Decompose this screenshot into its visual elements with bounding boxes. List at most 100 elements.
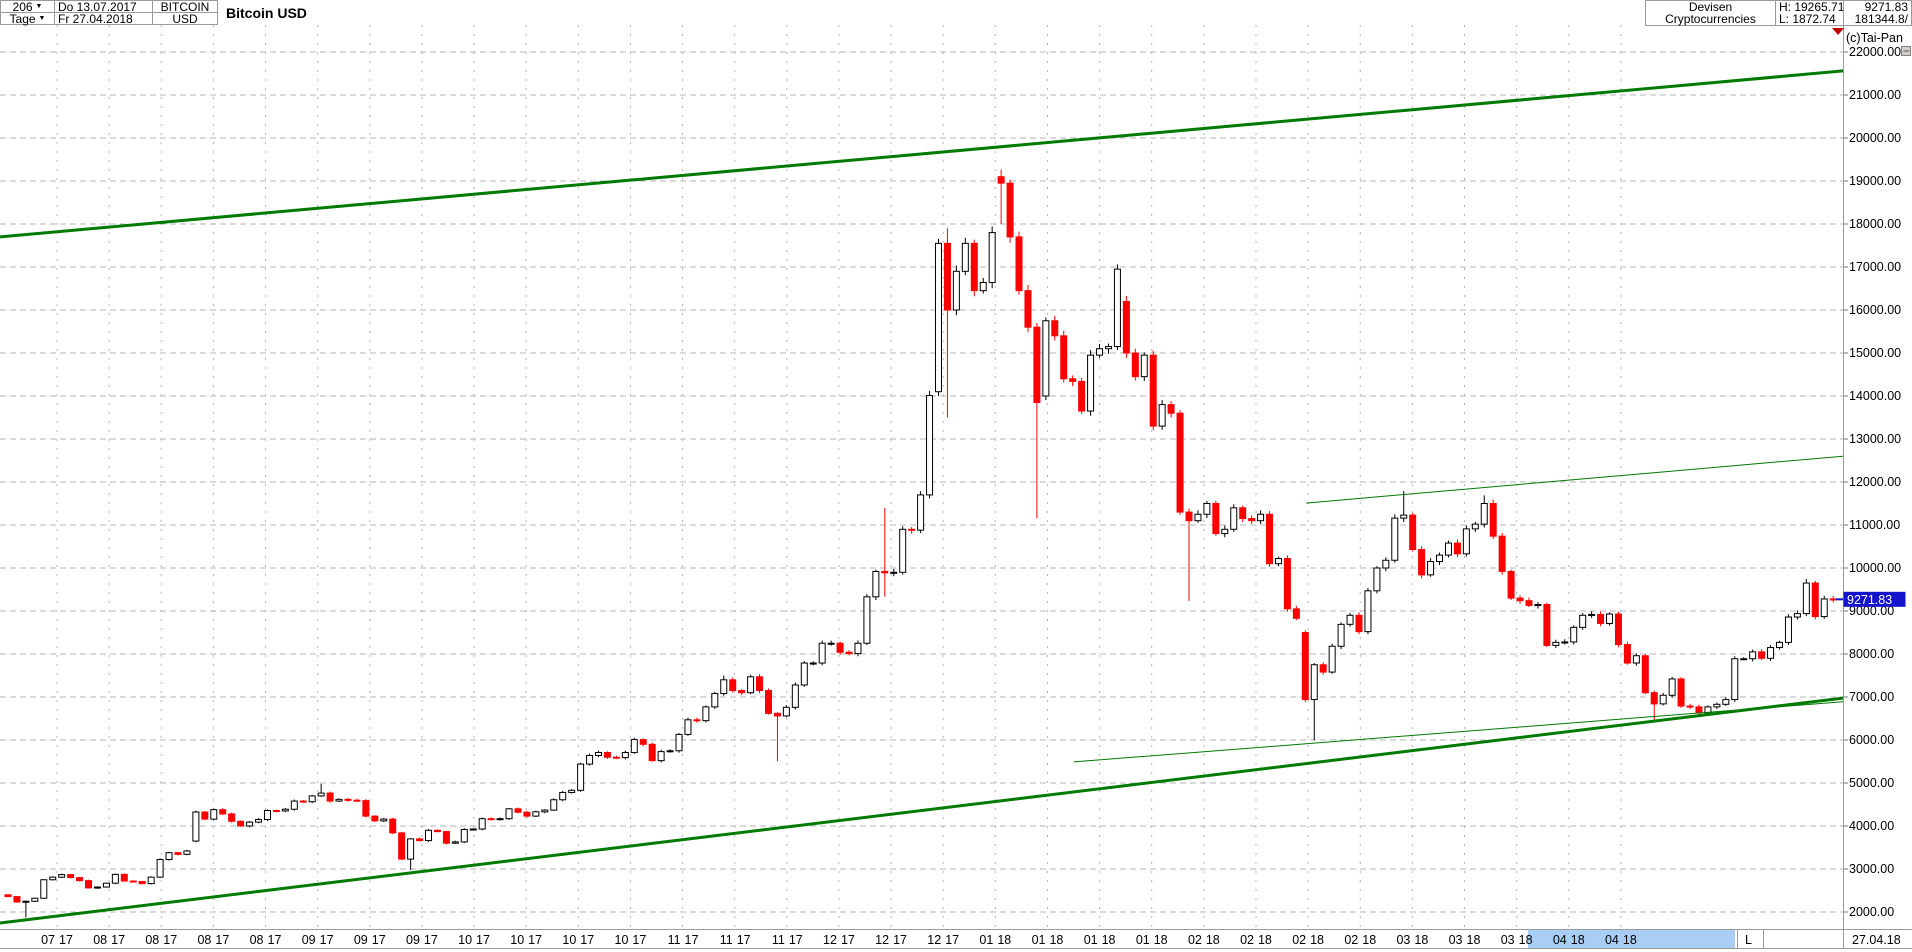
- candle-body: [1534, 604, 1542, 607]
- candle-body: [1820, 598, 1828, 618]
- x-axis-label-year: 18: [1154, 933, 1168, 947]
- candle-body: [943, 242, 951, 311]
- candle-body: [1266, 513, 1274, 565]
- candle-body: [720, 679, 728, 695]
- candle-body: [711, 693, 719, 708]
- x-axis-label-month: 03: [1501, 933, 1515, 947]
- x-axis-label-month: 12: [875, 933, 889, 947]
- candle-body: [657, 751, 665, 762]
- x-axis-label-month: 07: [41, 933, 55, 947]
- x-axis-label-year: 18: [1623, 933, 1637, 947]
- candle-body: [1328, 645, 1336, 673]
- symbol-cell: BITCOIN: [152, 0, 218, 14]
- date-from-value: Do 13.07.2017: [58, 0, 137, 14]
- candle-body: [532, 811, 540, 817]
- lower-support-line[interactable]: [1073, 701, 1843, 763]
- candle-body: [255, 819, 263, 823]
- candle-body: [1471, 523, 1479, 530]
- candle-body: [425, 829, 433, 842]
- y-axis-label: 8000.00: [1849, 647, 1894, 661]
- mid-resistance-line[interactable]: [1306, 455, 1843, 504]
- period-low-label: L: 1872.74: [1779, 12, 1836, 26]
- visible-range-highlight[interactable]: [1528, 930, 1735, 948]
- candle-body: [1364, 590, 1372, 633]
- candle-body: [1185, 511, 1193, 522]
- candle-body: [818, 642, 826, 664]
- candle-body: [836, 642, 844, 653]
- candle-body: [577, 763, 585, 791]
- candle-body: [827, 642, 835, 645]
- y-axis-label: 4000.00: [1849, 819, 1894, 833]
- candle-body: [586, 754, 594, 765]
- candle-body: [111, 873, 119, 884]
- x-axis-label-year: 18: [1362, 933, 1376, 947]
- lower-channel-line[interactable]: [0, 696, 1843, 925]
- period-unit-dropdown[interactable]: Tage ▼: [0, 12, 55, 26]
- candle-body: [1453, 542, 1461, 555]
- candle-body: [1274, 558, 1282, 565]
- horizontal-gridlines: [0, 51, 1843, 913]
- candle-body: [908, 528, 916, 531]
- candle-body: [764, 690, 772, 714]
- candle-body: [1257, 513, 1265, 522]
- candle-body: [666, 750, 674, 753]
- x-axis-label-month: 12: [927, 933, 941, 947]
- y-axis-label: 3000.00: [1849, 862, 1894, 876]
- upper-channel-line[interactable]: [0, 69, 1843, 239]
- candle-body: [1588, 613, 1596, 616]
- y-axis-label: 10000.00: [1849, 561, 1901, 575]
- candle-body: [1731, 658, 1739, 701]
- x-axis-label-month: 10: [562, 933, 576, 947]
- candle-body: [621, 751, 629, 759]
- y-axis-label: 12000.00: [1849, 475, 1901, 489]
- candle-body: [917, 494, 925, 531]
- y-axis-label: 15000.00: [1849, 346, 1901, 360]
- candle-body: [1131, 352, 1139, 378]
- period-count-dropdown[interactable]: 206 ▼: [0, 0, 55, 14]
- candle-body: [1096, 348, 1104, 356]
- candle-body: [1829, 598, 1837, 601]
- candle-body: [648, 743, 656, 762]
- date-to-value: Fr 27.04.2018: [58, 11, 133, 26]
- candle-body: [1480, 503, 1488, 525]
- candle-body: [1033, 326, 1041, 403]
- candle-body: [201, 811, 209, 820]
- candle-body: [353, 799, 361, 802]
- candle-body: [1337, 623, 1345, 647]
- x-axis-label-month: 08: [250, 933, 264, 947]
- candle-body: [738, 690, 746, 694]
- candle-body: [1436, 554, 1444, 563]
- candle-body: [362, 800, 370, 817]
- candle-body: [1355, 614, 1363, 633]
- candle-body: [478, 818, 486, 830]
- y-axis-label: 14000.00: [1849, 389, 1901, 403]
- axis-corner-date: 27.04.18: [1852, 933, 1901, 947]
- candle-body: [505, 808, 513, 820]
- candle-body: [1113, 268, 1121, 348]
- currency-cell: USD: [152, 12, 218, 26]
- x-axis-label-month: 03: [1449, 933, 1463, 947]
- copyright-label: (c)Tai-Pan: [1846, 31, 1903, 45]
- last-price-badge-value: 9271.83: [1847, 593, 1892, 607]
- candle-body: [729, 679, 737, 692]
- candle-body: [1060, 335, 1068, 380]
- x-axis-label-year: 18: [1519, 933, 1533, 947]
- candle-body: [1606, 613, 1614, 624]
- candle-body: [272, 810, 280, 813]
- dropdown-arrow-icon: ▼: [35, 3, 43, 10]
- x-axis-label-month: 10: [510, 933, 524, 947]
- date-to-field[interactable]: Fr 27.04.2018: [54, 11, 153, 26]
- x-axis-label-month: 09: [354, 933, 368, 947]
- x-axis-label-year: 17: [163, 933, 177, 947]
- candle-body: [1713, 703, 1721, 708]
- x-axis-label-year: 17: [268, 933, 282, 947]
- x-axis-label-year: 17: [215, 933, 229, 947]
- candle-body: [58, 874, 66, 878]
- candle-body: [469, 828, 477, 831]
- candle-body: [1552, 641, 1560, 646]
- x-axis-label-year: 18: [1049, 933, 1063, 947]
- candle-body: [800, 662, 808, 686]
- candle-body: [1776, 641, 1784, 649]
- x-axis-label-year: 17: [320, 933, 334, 947]
- scroll-indicator-icon[interactable]: [1832, 28, 1844, 35]
